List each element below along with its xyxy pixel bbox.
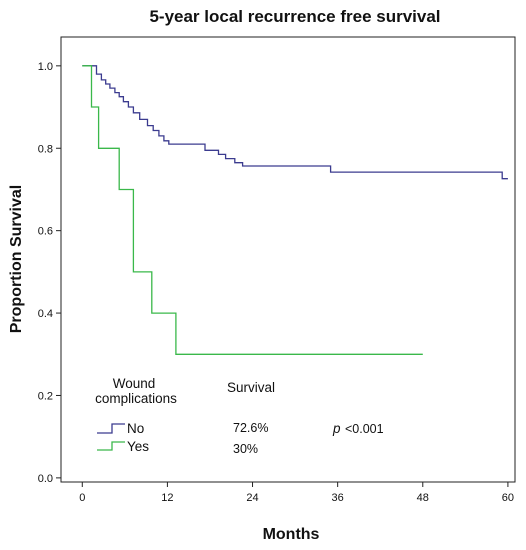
- survival-curve-yes: [82, 65, 423, 355]
- x-tick-label: 0: [79, 492, 85, 504]
- x-tick-label: 48: [417, 492, 429, 504]
- x-tick-label: 24: [246, 492, 258, 504]
- legend-swatch-yes: [97, 441, 125, 451]
- y-tick-label: 0.8: [38, 143, 53, 155]
- y-tick-label: 0.4: [38, 308, 53, 320]
- y-tick-label: 0.6: [38, 226, 53, 238]
- legend-heading-wound: Wound: [113, 376, 156, 391]
- y-tick-label: 0.2: [38, 390, 53, 402]
- legend-label-no: No: [127, 421, 144, 436]
- legend-heading-survival: Survival: [227, 380, 275, 395]
- p-value: <0.001: [345, 422, 384, 436]
- y-axis-label: Proportion Survival: [8, 185, 25, 333]
- y-axis-ticks: 0.0 0.2 0.4 0.6 0.8 1.0: [38, 61, 61, 485]
- x-axis-ticks: 0 12 24 36 48 60: [79, 482, 514, 504]
- x-tick-label: 60: [502, 492, 514, 504]
- x-tick-label: 12: [161, 492, 173, 504]
- survival-curve-no: [82, 65, 508, 180]
- y-tick-label: 1.0: [38, 61, 53, 73]
- legend-label-yes: Yes: [127, 439, 149, 454]
- p-value-symbol: p: [332, 421, 341, 436]
- y-tick-label: 0.0: [38, 473, 53, 485]
- plot-frame: [60, 36, 516, 483]
- survival-value-yes: 30%: [233, 442, 258, 456]
- survival-value-no: 72.6%: [233, 421, 268, 435]
- survival-curves: [82, 65, 508, 355]
- x-axis-label: Months: [263, 526, 320, 543]
- legend-heading-complications: complications: [95, 391, 177, 406]
- chart-title: 5-year local recurrence free survival: [149, 7, 440, 26]
- x-tick-label: 36: [332, 492, 344, 504]
- legend-swatch-no: [97, 423, 125, 434]
- legend: Wound complications Survival No 72.6% Ye…: [95, 376, 384, 456]
